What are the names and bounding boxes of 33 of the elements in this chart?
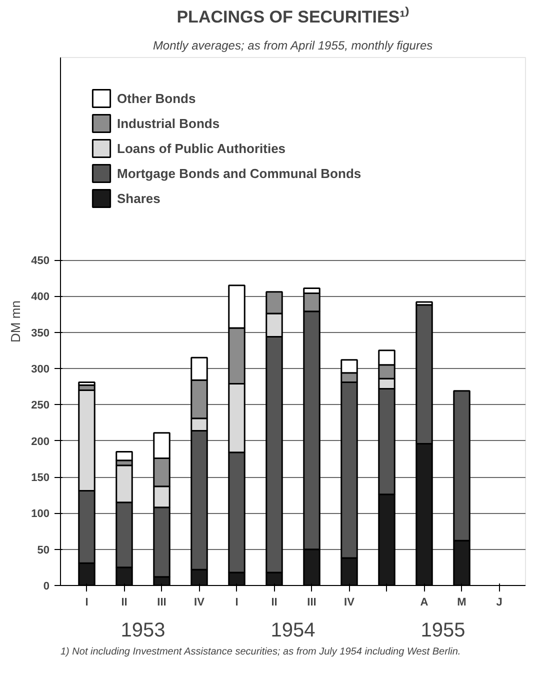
text: 1953 (120, 620, 166, 642)
x-tick-label: III (157, 596, 166, 608)
chart-title: PLACINGS OF SECURITIES¹⁾ (176, 6, 410, 26)
x-tick-label: I (235, 596, 238, 608)
text: 1954 (270, 620, 316, 642)
text: 1) Not including Investment Assistance securities; as from July 1954 including West Berlin. (60, 646, 461, 658)
legend-label: Shares (117, 190, 160, 206)
y-tick-label: 100 (31, 508, 50, 520)
x-tick-label: A (420, 596, 428, 608)
y-axis-title: DM mn (8, 300, 24, 342)
y-tick-label: 0 (43, 580, 50, 592)
text: 1955 (420, 620, 466, 642)
y-tick-label: 450 (31, 255, 50, 268)
legend-label: Mortgage Bonds and Communal Bonds (117, 166, 362, 180)
x-tick-label: III (307, 596, 316, 608)
legend-label: Industrial Bonds (117, 116, 220, 130)
y-tick-label: 200 (31, 436, 50, 448)
y-tick-label: 350 (31, 327, 50, 340)
x-tick-label: I (85, 596, 88, 608)
chart-subtitle: Montly averages; as from April 1955, monthly figures (152, 38, 433, 52)
legend-label: Other Bonds (117, 90, 196, 106)
x-tick-label: J (496, 596, 502, 608)
y-tick-label: 250 (31, 400, 50, 412)
legend-label: Loans of Public Authorities (117, 140, 286, 156)
x-tick-label: IV (344, 596, 356, 608)
x-tick-label: II (271, 596, 278, 608)
x-tick-label: II (121, 596, 128, 608)
x-tick-label: IV (194, 596, 206, 608)
y-tick-label: 400 (31, 291, 50, 304)
x-tick-label: M (457, 596, 466, 608)
y-tick-label: 300 (31, 364, 50, 376)
y-tick-label: 50 (37, 544, 50, 556)
y-tick-label: 150 (31, 472, 50, 484)
